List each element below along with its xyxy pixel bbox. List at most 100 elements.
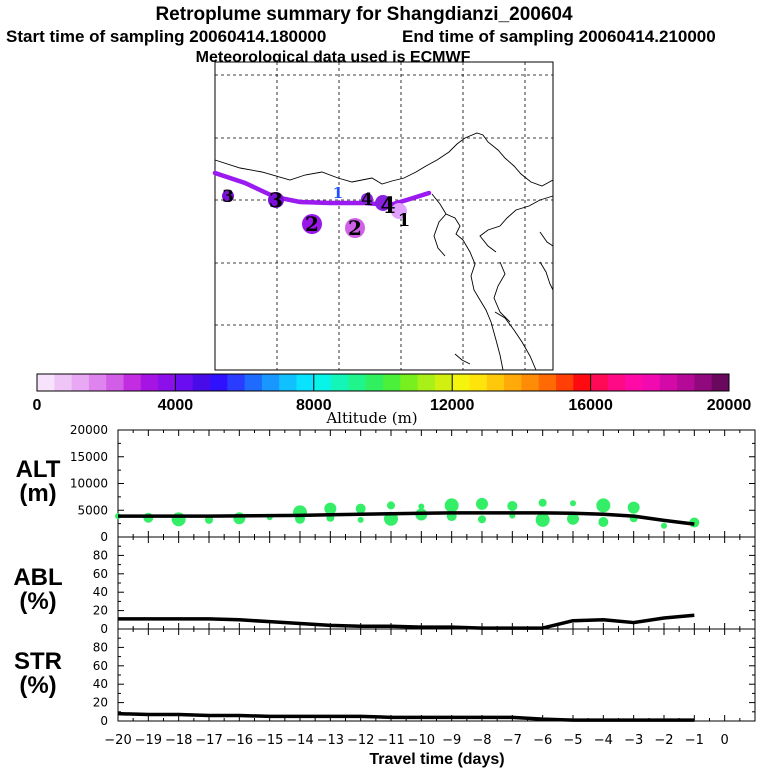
cluster-marker bbox=[302, 214, 322, 234]
altitude-cluster-point bbox=[538, 498, 547, 507]
altitude-cluster-point bbox=[535, 512, 550, 527]
y-tick-label: 0 bbox=[100, 622, 108, 636]
series-line bbox=[118, 613, 695, 630]
colorbar-tick-label: 0 bbox=[33, 397, 42, 414]
altitude-cluster-point bbox=[596, 498, 611, 513]
y-tick-label: 0 bbox=[100, 714, 108, 728]
colorbar-swatch bbox=[331, 374, 349, 391]
colorbar-swatch bbox=[538, 374, 557, 391]
colorbar-swatch bbox=[313, 374, 332, 391]
colorbar-tick-label: 12000 bbox=[430, 397, 475, 414]
colorbar-swatch bbox=[37, 374, 55, 391]
altitude-cluster-point bbox=[418, 503, 425, 510]
alt-panel-label: ALT bbox=[16, 456, 61, 483]
y-tick-label: 5000 bbox=[77, 503, 108, 517]
x-tick-label: −13 bbox=[317, 733, 344, 748]
altitude-cluster-point bbox=[476, 497, 488, 510]
y-tick-label: 40 bbox=[93, 677, 108, 691]
altitude-cluster-point bbox=[567, 512, 579, 525]
altitude-cluster-point bbox=[570, 500, 576, 507]
colorbar-swatch bbox=[694, 374, 713, 391]
series-line bbox=[117, 711, 695, 722]
colorbar-swatch bbox=[625, 374, 643, 391]
colorbar-swatch bbox=[106, 374, 124, 391]
x-tick-label: −1 bbox=[685, 733, 704, 748]
altitude-cluster-point bbox=[355, 503, 366, 514]
cluster-labels: 3 3 2 2 1 4 4 1 bbox=[222, 184, 410, 240]
colorbar-swatch bbox=[54, 374, 72, 391]
y-tick-label: 60 bbox=[93, 659, 108, 673]
cluster-label: 2 bbox=[305, 212, 319, 236]
altitude-cluster-point bbox=[444, 498, 459, 513]
y-tick-label: 60 bbox=[93, 567, 108, 581]
map-coastlines bbox=[214, 132, 554, 371]
cluster-marker bbox=[391, 203, 407, 219]
colorbar-swatch bbox=[434, 374, 453, 391]
colorbar-swatch bbox=[659, 374, 678, 391]
x-tick-label: −18 bbox=[165, 733, 192, 748]
altitude-cluster-point bbox=[598, 517, 609, 528]
cluster-label: 4 bbox=[380, 193, 395, 219]
cluster-label: 3 bbox=[269, 188, 283, 212]
str-panel-label: STR bbox=[14, 648, 62, 675]
y-tick-label: 10000 bbox=[70, 477, 108, 491]
cluster-marker bbox=[222, 190, 234, 202]
cluster-label: 1 bbox=[333, 184, 343, 202]
cluster-label: 2 bbox=[348, 216, 362, 240]
travel-time-axis: −20 −19 −18 −17 −16 −15 −14 −13 −12 −11 −10 −9 −8 −7−… bbox=[104, 733, 729, 748]
x-tick-label: −7 bbox=[503, 733, 522, 748]
figure-title: Retroplume summary for Shangdianzi_20060… bbox=[155, 4, 573, 25]
x-tick-label: 0 bbox=[721, 733, 729, 748]
panel-frame bbox=[117, 628, 756, 722]
y-tick-label: 20 bbox=[93, 604, 108, 618]
colorbar-swatch bbox=[348, 374, 367, 391]
altitude-cluster-point bbox=[478, 515, 486, 524]
altitude-cluster-point bbox=[357, 516, 364, 523]
colorbar-swatch bbox=[677, 374, 695, 391]
abl-panel-label: ABL bbox=[13, 564, 62, 591]
y-tick-label: 40 bbox=[93, 585, 108, 599]
x-tick-label: −4 bbox=[594, 733, 613, 748]
colorbar-swatch bbox=[227, 374, 245, 391]
altitude-colorbar bbox=[36, 373, 730, 392]
altitude-cluster-point bbox=[627, 501, 640, 514]
map-frame bbox=[214, 61, 554, 371]
colorbar-swatch bbox=[504, 374, 522, 391]
altitude-cluster-point bbox=[233, 512, 246, 525]
y-tick-label: 20000 bbox=[70, 423, 108, 437]
map-panel: 3 3 2 2 1 4 4 1 bbox=[212, 61, 554, 371]
colorbar-swatch bbox=[158, 374, 176, 391]
x-tick-label: −6 bbox=[533, 733, 552, 748]
cluster-marker bbox=[268, 192, 284, 208]
colorbar-swatch bbox=[175, 374, 194, 391]
x-tick-label: −17 bbox=[195, 733, 222, 748]
start-time-text: Start time of sampling 20060414.180000 bbox=[6, 27, 326, 46]
x-tick-label: −10 bbox=[408, 733, 435, 748]
colorbar-swatch bbox=[469, 374, 488, 391]
colorbar-tick-label: 8000 bbox=[296, 397, 332, 414]
cluster-markers bbox=[222, 190, 407, 238]
colorbar-swatch bbox=[365, 374, 384, 391]
colorbar-swatch bbox=[210, 374, 228, 391]
abl-panel-unit: (%) bbox=[19, 588, 56, 615]
cluster-marker bbox=[361, 193, 373, 205]
cluster-label: 3 bbox=[222, 187, 234, 207]
x-tick-label: −5 bbox=[563, 733, 582, 748]
altitude-cluster-point bbox=[661, 522, 667, 529]
colorbar-swatch bbox=[296, 374, 315, 391]
altitude-cluster-point bbox=[293, 505, 307, 520]
colorbar-tick-label: 16000 bbox=[568, 397, 613, 414]
x-tick-label: −16 bbox=[226, 733, 253, 748]
x-tick-label: −8 bbox=[472, 733, 491, 748]
colorbar-swatch bbox=[573, 374, 591, 391]
x-tick-label: −19 bbox=[135, 733, 162, 748]
colorbar-swatch bbox=[607, 374, 626, 391]
cluster-label: 4 bbox=[361, 190, 373, 210]
colorbar-swatch bbox=[192, 374, 211, 391]
altitude-cluster-point bbox=[507, 500, 518, 511]
x-tick-label: −12 bbox=[347, 733, 374, 748]
x-tick-label: −9 bbox=[442, 733, 461, 748]
end-time-text: End time of sampling 20060414.210000 bbox=[402, 27, 716, 46]
y-tick-label: 15000 bbox=[70, 450, 108, 464]
trajectory-line bbox=[212, 170, 432, 208]
